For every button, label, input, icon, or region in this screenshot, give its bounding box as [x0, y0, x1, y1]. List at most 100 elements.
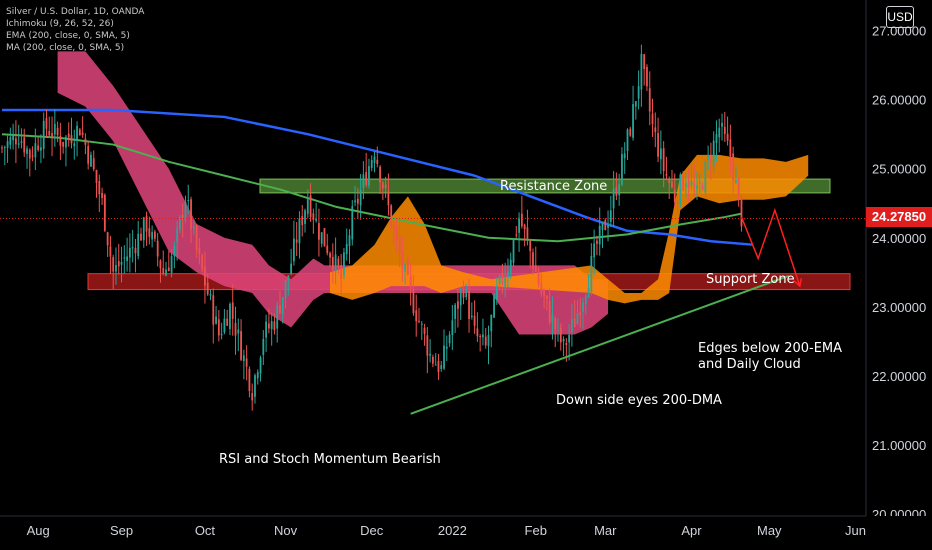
- candle: [12, 123, 15, 150]
- candle-body: [601, 222, 604, 230]
- candle-body: [306, 199, 309, 214]
- candle: [103, 193, 106, 233]
- candle-body: [504, 277, 507, 289]
- legend-ema[interactable]: EMA (200, close, 0, SMA, 5): [6, 31, 130, 41]
- candle: [412, 274, 415, 316]
- candle: [6, 135, 9, 163]
- candle: [540, 273, 543, 298]
- candle: [3, 145, 6, 166]
- price-tick-label: 23.00000: [872, 300, 926, 315]
- candle-body: [270, 321, 273, 329]
- candle-body: [212, 295, 215, 325]
- candle: [28, 148, 31, 177]
- candle-body: [582, 302, 584, 312]
- candle-body: [92, 158, 95, 170]
- candle: [604, 218, 607, 231]
- candle: [426, 327, 429, 374]
- candle-body: [179, 216, 181, 230]
- candle: [265, 314, 267, 352]
- candle: [223, 309, 226, 335]
- candle-body: [98, 181, 101, 195]
- candle: [654, 112, 657, 148]
- candle: [576, 300, 579, 326]
- legend-symbol[interactable]: Silver / U.S. Dollar, 1D, OANDA: [6, 7, 145, 17]
- candle-body: [604, 220, 607, 231]
- candle-body: [373, 156, 376, 163]
- candle-body: [120, 262, 123, 265]
- candle-body: [615, 186, 618, 196]
- candle: [295, 222, 298, 256]
- downside-annotation: Down side eyes 200-DMA: [556, 393, 722, 408]
- candle: [495, 276, 498, 305]
- candle-body: [671, 181, 673, 188]
- candle-body: [53, 123, 56, 135]
- candle: [687, 168, 690, 203]
- legend-ichimoku[interactable]: Ichimoku (9, 26, 52, 26): [6, 19, 114, 29]
- candle-body: [657, 133, 659, 157]
- candle: [181, 203, 184, 238]
- candle-body: [381, 182, 384, 189]
- candle: [657, 117, 659, 163]
- candle: [537, 266, 540, 288]
- candle: [209, 289, 212, 301]
- candle-body: [532, 252, 534, 269]
- candle-body: [26, 148, 28, 154]
- currency-button[interactable]: USD: [886, 6, 914, 28]
- candle: [87, 141, 90, 170]
- candle: [601, 221, 604, 248]
- candle: [217, 310, 220, 342]
- candle-body: [128, 247, 131, 258]
- candle: [306, 189, 309, 219]
- candle-body: [412, 290, 415, 314]
- candle-body: [662, 148, 665, 172]
- candle-body: [281, 297, 284, 315]
- candle-body: [557, 325, 559, 327]
- candle-body: [209, 294, 212, 296]
- candle-body: [710, 157, 712, 163]
- candle: [345, 228, 348, 261]
- candle: [365, 152, 368, 188]
- time-axis[interactable]: Aug Sep Oct Nov Dec 2022 Feb Mar Apr May Jun: [0, 515, 932, 550]
- candle-body: [356, 198, 359, 204]
- candle-body: [651, 113, 654, 125]
- candle-body: [81, 132, 84, 136]
- candle-body: [512, 238, 515, 263]
- candle-body: [687, 179, 690, 189]
- candle-body: [623, 153, 626, 159]
- candle-body: [273, 321, 276, 331]
- candle-body: [476, 328, 479, 337]
- candle: [17, 124, 20, 149]
- candle: [368, 158, 370, 189]
- candle-body: [568, 334, 571, 343]
- candle-body: [84, 138, 87, 145]
- candle: [646, 64, 648, 92]
- candle-body: [465, 289, 468, 298]
- candle: [710, 142, 712, 181]
- candle: [704, 159, 707, 197]
- candle: [1, 145, 3, 153]
- candle-body: [284, 280, 287, 299]
- candle: [621, 147, 623, 187]
- candle-body: [665, 174, 668, 176]
- price-axis[interactable]: 27.0000026.0000025.0000024.0000023.00000…: [865, 0, 932, 550]
- candle: [262, 330, 265, 365]
- price-axis-background: [866, 0, 932, 550]
- candle: [671, 169, 673, 189]
- candle: [176, 221, 179, 261]
- candle-body: [151, 232, 154, 240]
- candle-body: [359, 189, 362, 206]
- candle-body: [67, 133, 70, 138]
- candle: [323, 227, 326, 247]
- candle: [395, 219, 398, 253]
- candle-body: [676, 202, 679, 204]
- candle: [634, 101, 637, 120]
- candle: [256, 369, 259, 385]
- resistance-zone-label: Resistance Zone: [500, 179, 608, 194]
- candle-body: [154, 231, 156, 239]
- candle-body: [3, 147, 6, 149]
- candle: [440, 360, 443, 372]
- candle: [281, 297, 284, 324]
- legend-ma[interactable]: MA (200, close, 0, SMA, 5): [6, 43, 125, 53]
- overlay-layer: [0, 207, 866, 415]
